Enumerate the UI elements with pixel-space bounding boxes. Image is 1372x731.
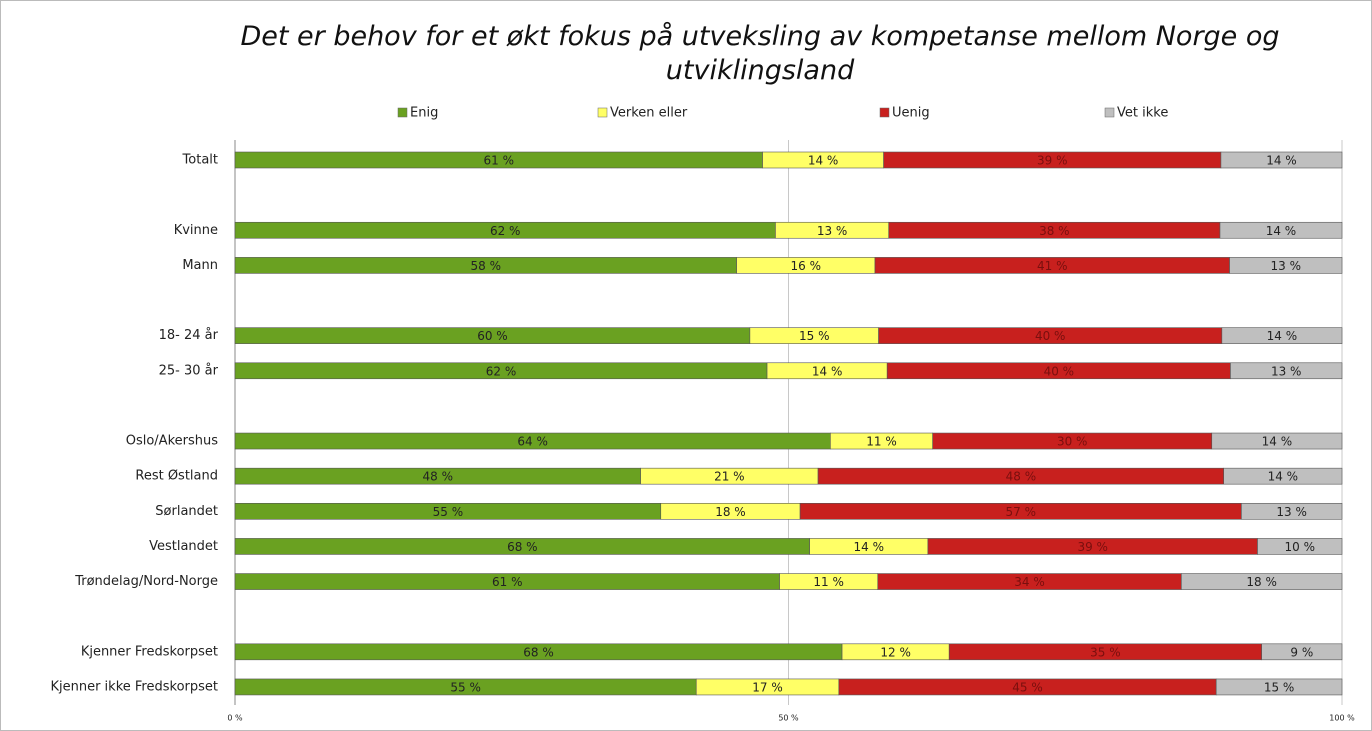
value-label: 14 % bbox=[1267, 329, 1298, 343]
value-label: 14 % bbox=[812, 364, 843, 378]
value-label: 13 % bbox=[1276, 505, 1307, 519]
legend-swatch bbox=[397, 107, 408, 118]
value-label: 14 % bbox=[1268, 470, 1299, 484]
value-label: 30 % bbox=[1057, 435, 1088, 449]
bar-segment bbox=[1257, 538, 1343, 555]
y-tick-label: Vestlandet bbox=[149, 539, 218, 554]
value-label: 12 % bbox=[880, 645, 911, 659]
value-label: 15 % bbox=[1264, 680, 1295, 694]
value-label: 15 % bbox=[799, 329, 830, 343]
value-label: 18 % bbox=[1246, 575, 1277, 589]
value-label: 11 % bbox=[866, 435, 897, 449]
value-label: 34 % bbox=[1014, 575, 1045, 589]
legend-swatch bbox=[1104, 107, 1115, 118]
value-label: 62 % bbox=[486, 364, 517, 378]
bar-segment bbox=[1229, 257, 1343, 274]
bar-segment bbox=[1181, 573, 1343, 590]
bar-segment bbox=[1223, 467, 1343, 485]
value-label: 39 % bbox=[1037, 154, 1068, 168]
bar-segment bbox=[1230, 362, 1343, 380]
value-label: 9 % bbox=[1290, 645, 1313, 659]
value-label: 38 % bbox=[1039, 224, 1070, 238]
value-label: 62 % bbox=[490, 224, 521, 238]
y-tick-label: Totalt bbox=[182, 153, 218, 168]
value-label: 48 % bbox=[423, 470, 454, 484]
value-label: 61 % bbox=[492, 575, 523, 589]
value-label: 60 % bbox=[477, 329, 508, 343]
value-label: 68 % bbox=[523, 645, 554, 659]
value-label: 14 % bbox=[854, 540, 885, 554]
bar-segment bbox=[1221, 327, 1343, 344]
y-tick-label: Trøndelag/Nord-Norge bbox=[74, 574, 218, 589]
value-label: 57 % bbox=[1005, 505, 1036, 519]
y-tick-label: 25- 30 år bbox=[159, 363, 219, 378]
y-tick-label: Kvinne bbox=[174, 223, 218, 238]
y-tick-label: Mann bbox=[182, 258, 218, 273]
legend-label: Vet ikke bbox=[1117, 106, 1168, 121]
value-label: 14 % bbox=[1262, 435, 1293, 449]
bar-segment bbox=[1219, 221, 1343, 239]
legend-swatch bbox=[879, 107, 890, 118]
bar-segment bbox=[1211, 432, 1343, 450]
value-label: 41 % bbox=[1037, 259, 1068, 273]
value-label: 11 % bbox=[813, 575, 844, 589]
value-label: 17 % bbox=[752, 680, 783, 694]
legend-swatch bbox=[597, 107, 608, 118]
y-tick-label: Kjenner Fredskorpset bbox=[81, 644, 218, 659]
value-label: 16 % bbox=[791, 259, 822, 273]
chart-title: Det er behov for et økt fokus på utveksl… bbox=[240, 21, 1280, 86]
value-label: 13 % bbox=[817, 224, 848, 238]
legend-label: Uenig bbox=[892, 106, 930, 121]
value-label: 61 % bbox=[484, 154, 515, 168]
legend-label: Enig bbox=[410, 106, 438, 121]
legend-label: Verken eller bbox=[610, 106, 688, 121]
value-label: 68 % bbox=[507, 540, 538, 554]
x-tick-label: 100 % bbox=[1329, 714, 1355, 723]
value-label: 55 % bbox=[450, 680, 481, 694]
value-label: 10 % bbox=[1284, 540, 1315, 554]
bar-segment bbox=[1261, 643, 1343, 661]
value-label: 55 % bbox=[433, 505, 464, 519]
value-label: 14 % bbox=[1266, 154, 1297, 168]
value-label: 64 % bbox=[517, 435, 548, 449]
value-label: 14 % bbox=[808, 154, 839, 168]
y-tick-label: Kjenner ikke Fredskorpset bbox=[50, 679, 218, 694]
bar-segment bbox=[1241, 502, 1343, 520]
value-label: 35 % bbox=[1090, 645, 1121, 659]
y-tick-label: Sørlandet bbox=[155, 504, 218, 519]
value-label: 40 % bbox=[1035, 329, 1066, 343]
value-label: 58 % bbox=[471, 259, 502, 273]
y-tick-label: Oslo/Akershus bbox=[126, 434, 219, 449]
value-label: 45 % bbox=[1012, 680, 1043, 694]
x-tick-label: 0 % bbox=[227, 714, 243, 723]
value-label: 21 % bbox=[714, 470, 745, 484]
y-tick-label: Rest Østland bbox=[135, 469, 218, 484]
bar-segment bbox=[1215, 678, 1343, 696]
value-label: 13 % bbox=[1271, 259, 1302, 273]
value-label: 18 % bbox=[715, 505, 746, 519]
value-label: 13 % bbox=[1271, 364, 1302, 378]
value-label: 48 % bbox=[1006, 470, 1037, 484]
value-label: 14 % bbox=[1266, 224, 1297, 238]
x-tick-label: 50 % bbox=[778, 714, 799, 723]
y-tick-label: 18- 24 år bbox=[159, 328, 219, 343]
value-label: 40 % bbox=[1044, 364, 1075, 378]
value-label: 39 % bbox=[1077, 540, 1108, 554]
bar-segment bbox=[1220, 151, 1343, 169]
